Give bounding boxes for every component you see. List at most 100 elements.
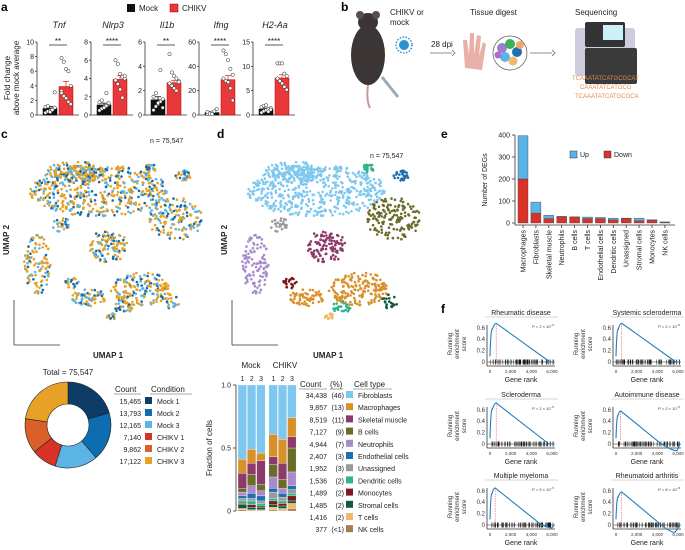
umap-cell-point [115, 257, 118, 261]
umap-cell-point [293, 179, 296, 182]
umap-cell-point [367, 302, 371, 306]
umap-cell-point [150, 209, 153, 212]
condition-count: 12,165 [120, 423, 142, 430]
umap-cell-point [380, 225, 383, 228]
umap-cell-point [292, 177, 296, 180]
significance-stars: **** [106, 37, 118, 46]
umap-cell-point [252, 185, 256, 189]
umap-cell-point [94, 232, 98, 235]
umap-cell-point [139, 277, 143, 281]
umap-cell-point [88, 297, 91, 301]
umap-cell-point [84, 302, 88, 306]
umap-cell-point [326, 179, 330, 182]
data-point [174, 88, 179, 93]
umap-cell-point [100, 167, 104, 170]
umap-cell-point [56, 176, 59, 180]
umap-cell-point [338, 212, 342, 216]
umap-cell-point [323, 181, 326, 184]
umap-cell-point [319, 292, 323, 296]
group-label-mock: Mock [241, 361, 261, 370]
umap-cell-point [300, 169, 303, 172]
umap-cell-point [172, 197, 175, 200]
umap-cell-point [153, 213, 157, 216]
umap-cell-point [107, 234, 110, 237]
condition-label: CHIKV 3 [157, 459, 184, 466]
umap-cell-point [303, 300, 307, 303]
stacked-segment [247, 493, 257, 499]
p-value: P = 2 × 10−5 [658, 323, 680, 329]
data-point [284, 74, 289, 79]
umap-cell-point [45, 172, 49, 176]
umap-cell-point [257, 184, 260, 187]
umap-cell-point [305, 302, 308, 306]
umap-cell-point [285, 285, 289, 289]
umap-cell-point [312, 193, 316, 197]
umap-cell-point [346, 294, 350, 298]
umap-cell-point [164, 281, 167, 285]
umap-cell-point [350, 284, 353, 288]
umap-cell-point [332, 307, 335, 310]
umap-cell-point [305, 212, 308, 216]
umap-cell-point [168, 207, 172, 211]
umap-cell-point [135, 280, 139, 284]
data-point [153, 91, 158, 96]
umap-cell-point [97, 242, 101, 245]
umap-cell-point [350, 210, 353, 213]
umap-cell-point [405, 171, 408, 174]
umap-cell-point [345, 198, 349, 202]
umap-cell-point [377, 284, 381, 288]
umap-cell-point [97, 213, 101, 216]
umap-cell-point [69, 209, 72, 213]
umap-cell-point [56, 191, 60, 195]
umap-cell-point [321, 260, 324, 264]
data-point [153, 104, 158, 109]
umap-cell-point [177, 303, 180, 306]
umap-cell-point [325, 244, 328, 248]
gsea-title: Rheumatoid arthritis [616, 473, 679, 480]
umap-cell-point [60, 222, 64, 226]
legend-label-chikv: CHIKV [182, 4, 207, 13]
umap-cell-point [374, 181, 377, 185]
umap-cell-point [42, 242, 45, 245]
umap-cell-point [57, 174, 60, 178]
umap-cell-point [31, 249, 34, 252]
data-point [151, 94, 156, 99]
y-tick-label: 0 [608, 442, 612, 448]
umap-cell-point [99, 170, 102, 173]
umap-cell-point [311, 301, 315, 305]
x-tick-label: 0 [489, 369, 492, 374]
umap-cell-point [243, 257, 246, 260]
umap-cell-point [335, 296, 339, 300]
p-value-exponent: −5 [551, 405, 555, 409]
umap-cell-point [156, 181, 159, 185]
umap-cell-point [344, 206, 348, 209]
umap-cell-point [244, 253, 247, 257]
umap-cell-point [126, 170, 130, 174]
umap-cell-point [101, 195, 105, 198]
condition-swatch [145, 409, 152, 416]
umap-cell-point [159, 230, 162, 234]
umap-cell-point [347, 187, 351, 191]
data-point [280, 61, 285, 66]
umap-cell-point [262, 271, 265, 275]
umap-cell-point [64, 279, 67, 283]
condition-swatch [145, 421, 152, 428]
umap-cell-point [318, 167, 322, 170]
cell-type-label: B cells [358, 430, 379, 437]
umap-cell-point [311, 294, 314, 297]
umap-cell-point [115, 175, 118, 178]
y-tick-label: 6 [30, 69, 34, 76]
umap-cell-point [38, 269, 41, 273]
umap-cell-point [178, 236, 182, 240]
umap-cell-point [397, 204, 401, 207]
cell-type-pct: (2) [335, 503, 344, 510]
sample-label: 1 [241, 376, 245, 383]
umap-cell-point [278, 187, 281, 191]
umap-cell-point [74, 177, 78, 180]
bar-up [659, 221, 671, 223]
umap-cell-point [58, 181, 62, 185]
umap-cell-point [331, 288, 335, 292]
umap-cell-point [323, 168, 327, 172]
umap-cell-point [297, 186, 301, 189]
p-value-exponent: −5 [551, 323, 555, 327]
